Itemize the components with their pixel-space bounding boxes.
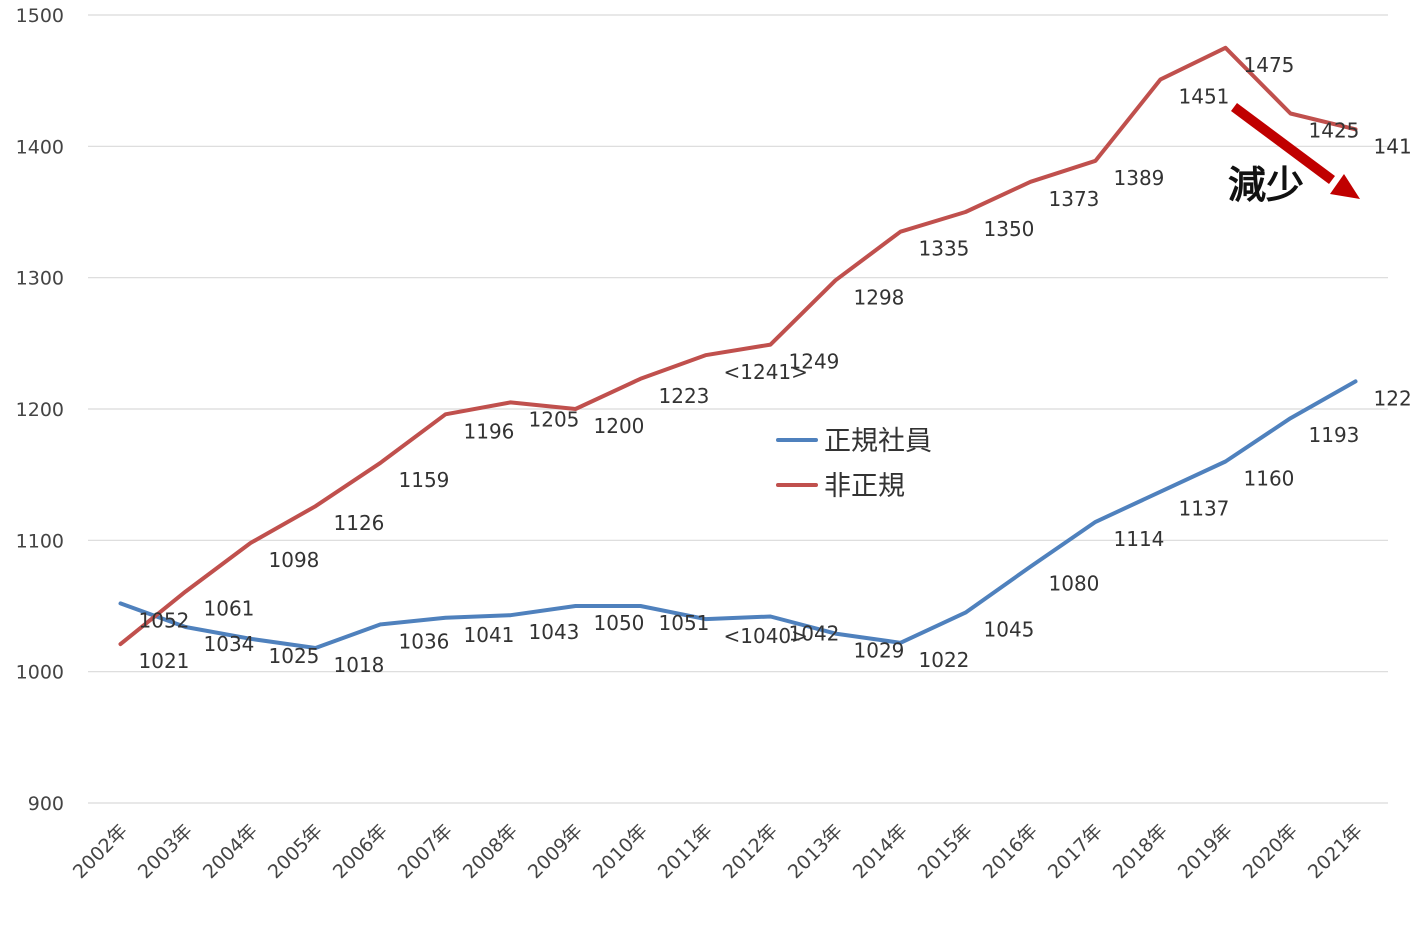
data-label: 1114 [1114,527,1165,551]
data-label: 1043 [529,620,580,644]
data-label: 1050 [594,611,645,635]
series-line-1 [118,379,1358,650]
y-tick-label: 1100 [16,530,64,552]
data-label: 1425 [1309,119,1360,143]
data-label: 1018 [334,653,385,677]
x-tick-label: 2020年 [1239,820,1302,883]
x-tick-label: 2011年 [654,820,717,883]
data-label: 1080 [1049,572,1100,596]
y-tick-label: 1400 [16,136,64,158]
y-tick-label: 900 [28,793,64,815]
x-tick-label: 2009年 [524,820,587,883]
data-label: 1098 [269,548,320,572]
data-label: 1335 [919,237,970,261]
y-axis: 900 1000 1100 1200 1300 1400 1500 [16,5,64,815]
x-tick-label: 2013年 [784,820,847,883]
data-label: 1029 [854,639,905,663]
data-labels: 1052 1034 1025 1018 1036 1041 1043 1050 1051 <104… [139,53,1411,677]
data-label: 1052 [139,608,190,632]
annotation: 減少 [1228,102,1360,207]
x-tick-label: 2021年 [1304,820,1367,883]
data-label: 1051 [659,611,710,635]
x-tick-label: 2005年 [264,820,327,883]
y-tick-label: 1300 [16,268,64,290]
data-label: 1042 [789,622,840,646]
x-tick-label: 2015年 [914,820,977,883]
x-tick-label: 2019年 [1174,820,1237,883]
data-label: 1373 [1049,187,1100,211]
data-label: 1413 [1374,134,1411,158]
data-label: 1249 [789,350,840,374]
x-tick-label: 2004年 [199,820,262,883]
data-label: 1021 [139,649,190,673]
x-tick-label: 2014年 [849,820,912,883]
data-label: 1350 [984,217,1035,241]
x-axis: 2002年 2003年 2004年 2005年 2006年 2007年 2008年 2009年… [69,820,1367,883]
data-label: 1126 [334,511,385,535]
data-label: 1034 [204,632,255,656]
data-label: 1223 [659,384,710,408]
data-label: 1061 [204,597,255,621]
series-line-2 [118,45,1358,647]
x-tick-label: 2007年 [394,820,457,883]
x-tick-label: 2008年 [459,820,522,883]
data-label: 1205 [529,407,580,431]
x-tick-label: 2002年 [69,820,132,883]
data-label: 1160 [1244,467,1295,491]
data-label: 1041 [464,623,515,647]
x-tick-label: 2006年 [329,820,392,883]
x-tick-label: 2017年 [1044,820,1107,883]
data-label: 1196 [464,419,515,443]
data-label: 1193 [1309,423,1360,447]
data-label: 1389 [1114,166,1165,190]
data-label: <1040> [724,624,808,648]
data-label: 1045 [984,618,1035,642]
decrease-arrow [1231,102,1335,185]
data-label: 1451 [1179,84,1230,108]
data-label: 1298 [854,285,905,309]
annotation-text: 減少 [1228,163,1304,207]
x-tick-label: 2010年 [589,820,652,883]
data-label: <1241> [724,360,808,384]
data-label: 1137 [1179,497,1230,521]
y-tick-label: 1200 [16,399,64,421]
y-tick-label: 1500 [16,5,64,27]
data-label: 1159 [399,468,450,492]
legend-label: 正規社員 [824,426,932,457]
legend-label: 非正規 [824,471,905,502]
data-label: 1200 [594,414,645,438]
y-tick-label: 1000 [16,662,64,684]
data-label: 1036 [399,629,450,653]
data-label: 1025 [269,644,320,668]
x-tick-label: 2016年 [979,820,1042,883]
data-label: 1475 [1244,53,1295,77]
data-label: 1022 [919,648,970,672]
series-lines [118,45,1358,650]
x-tick-label: 2003年 [134,820,197,883]
gridlines [88,14,1388,804]
x-tick-label: 2012年 [719,820,782,883]
x-tick-label: 2018年 [1109,820,1172,883]
decrease-arrowhead [1330,174,1360,199]
